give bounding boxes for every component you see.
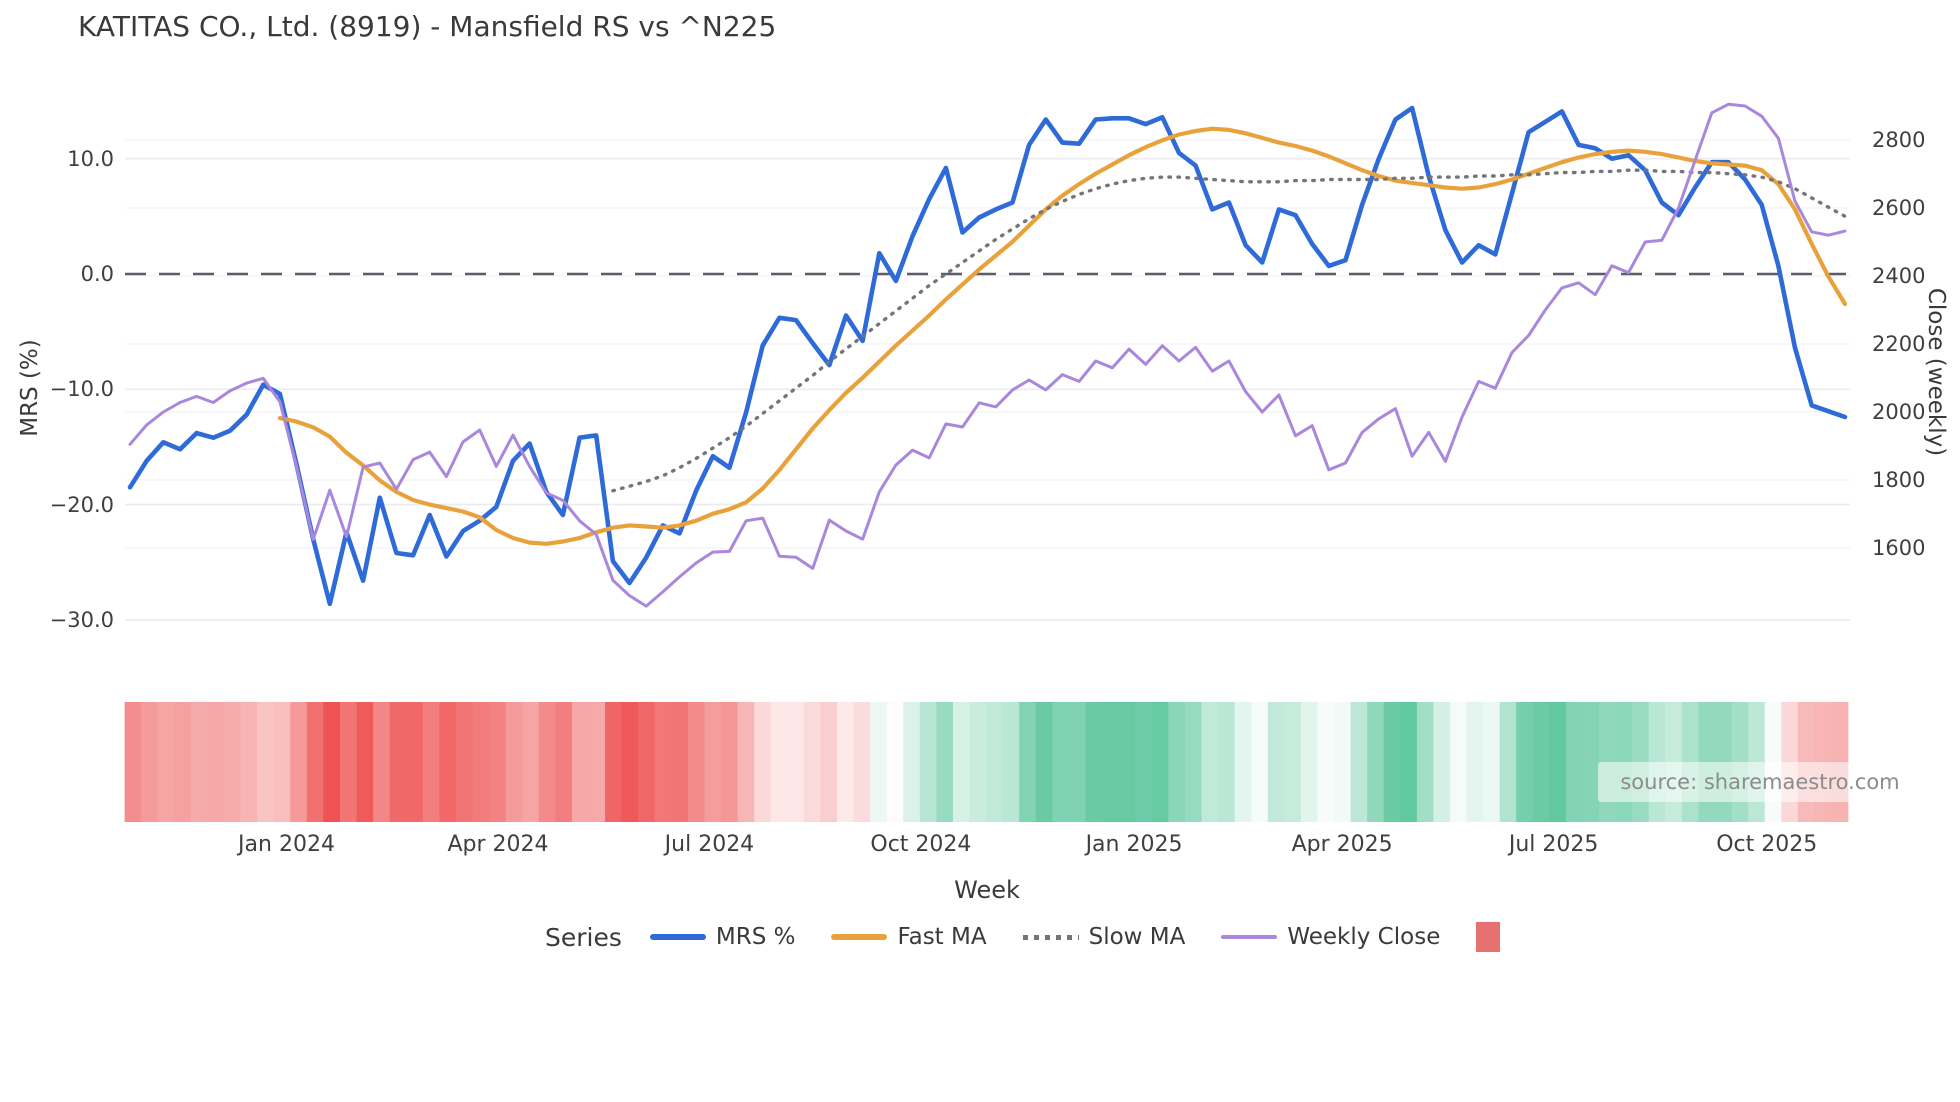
y-right-tick-label: 2000 <box>1872 400 1926 424</box>
legend-item-fast-ma: Fast MA <box>831 924 987 950</box>
y-right-tick-label: 1800 <box>1872 468 1926 492</box>
y-axis-title-left: MRS (%) <box>17 339 43 437</box>
y-right-tick-label: 2600 <box>1872 196 1926 220</box>
x-tick-label: Jan 2025 <box>1085 832 1183 857</box>
fast-ma-line-swatch-icon <box>831 934 888 940</box>
y-left-tick-label: −10.0 <box>49 377 114 402</box>
y-left-tick-label: −30.0 <box>49 607 114 632</box>
x-tick-label: Jan 2024 <box>238 832 335 857</box>
mrs-line-swatch-icon <box>649 934 706 940</box>
slow-ma-line-swatch-icon <box>1022 934 1079 940</box>
y-left-tick-label: 10.0 <box>67 146 114 171</box>
legend-title: Series <box>545 922 622 952</box>
legend-item-label: Weekly Close <box>1287 924 1441 950</box>
x-tick-label: Jul 2025 <box>1508 832 1599 857</box>
source-attribution: source: sharemaestro.com <box>1598 762 1922 802</box>
x-tick-label: Jul 2024 <box>664 832 755 857</box>
legend-item-slow-ma: Slow MA <box>1022 924 1186 950</box>
legend-item-weekly-close: Weekly Close <box>1221 924 1440 950</box>
y-axis-title-right: Close (weekly) <box>1923 287 1949 457</box>
x-tick-label: Apr 2025 <box>1291 832 1393 857</box>
y-left-tick-label: −20.0 <box>49 492 114 517</box>
heat-swatch-icon <box>1476 922 1501 952</box>
legend-item-mrs: MRS % <box>649 924 796 950</box>
x-axis-title: Week <box>954 876 1020 904</box>
weekly-close-line-swatch-icon <box>1221 935 1278 939</box>
y-left-tick-label: 0.0 <box>80 262 114 286</box>
legend-item-label: Fast MA <box>897 924 987 950</box>
source-text: source: sharemaestro.com <box>1620 770 1900 794</box>
y-right-tick-label: 1600 <box>1872 536 1926 560</box>
chart-title: KATITAS CO., Ltd. (8919) - Mansfield RS … <box>78 10 777 43</box>
y-right-tick-label: 2200 <box>1872 332 1926 356</box>
legend-item-heat <box>1476 922 1510 952</box>
x-tick-label: Oct 2024 <box>870 832 972 857</box>
legend-item-label: MRS % <box>715 924 796 950</box>
x-tick-label: Oct 2025 <box>1716 832 1818 857</box>
legend-item-label: Slow MA <box>1088 924 1186 950</box>
y-right-tick-label: 2800 <box>1872 128 1926 152</box>
x-tick-label: Apr 2024 <box>447 832 549 857</box>
y-right-tick-label: 2400 <box>1872 264 1926 288</box>
legend: Series MRS % Fast MA Slow MA Weekly Clos… <box>545 922 1546 952</box>
